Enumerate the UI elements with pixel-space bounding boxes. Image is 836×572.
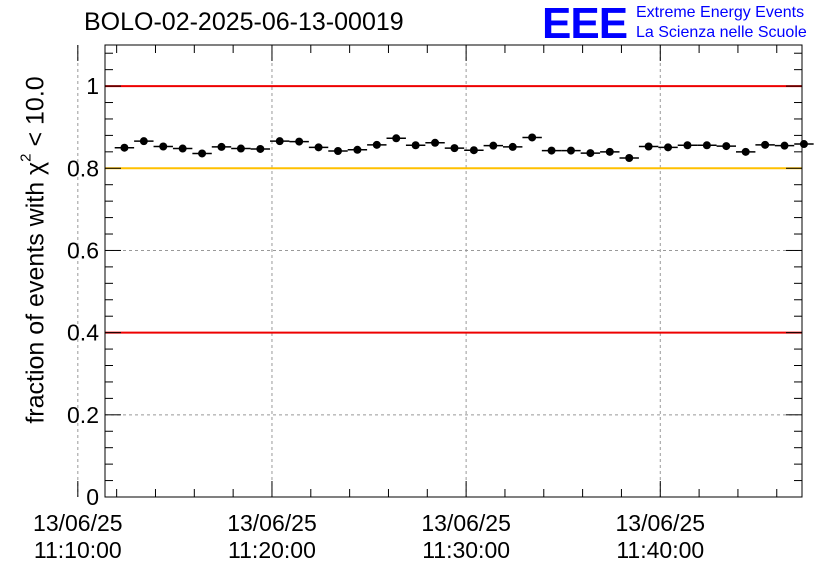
data-point: [625, 154, 634, 162]
y-axis-label-text: fraction of events with χ: [21, 161, 50, 424]
data-point: [741, 147, 750, 156]
data-point: [508, 142, 517, 151]
data-point: [799, 140, 808, 149]
data-point: [159, 142, 168, 151]
data-point: [664, 143, 673, 152]
eee-logo: EEE: [542, 0, 628, 48]
data-point: [120, 143, 129, 152]
data-point: [683, 141, 692, 150]
x-tick-time-label: 11:40:00: [616, 537, 704, 563]
data-point: [566, 146, 575, 155]
y-tick-label: 0: [86, 484, 99, 510]
data-point: [702, 141, 711, 150]
data-point: [372, 140, 381, 149]
y-tick-label: 0.2: [67, 402, 99, 428]
data-point: [198, 149, 207, 158]
x-tick-date-label: 13/06/25: [421, 510, 511, 536]
x-tick-date-label: 13/06/25: [33, 510, 123, 536]
y-tick-label: 0.6: [67, 237, 99, 263]
data-point: [236, 144, 245, 153]
data-point: [644, 142, 653, 151]
data-point: [217, 142, 226, 151]
data-point: [489, 141, 498, 150]
logo-line-1: Extreme Energy Events: [636, 4, 805, 21]
y-tick-label: 1: [86, 73, 99, 99]
logo-line-2: La Scienza nelle Scuole: [636, 24, 807, 41]
data-point: [469, 146, 478, 155]
y-tick-label: 0.4: [67, 320, 99, 346]
data-point: [256, 144, 265, 153]
data-point: [314, 143, 323, 152]
x-tick-date-label: 13/06/25: [616, 510, 706, 536]
data-point: [780, 141, 789, 150]
data-point: [411, 141, 420, 150]
data-point: [295, 137, 304, 146]
data-point: [178, 144, 187, 153]
x-tick-date-label: 13/06/25: [227, 510, 317, 536]
data-point: [547, 146, 556, 155]
x-tick-time-label: 11:10:00: [34, 537, 122, 563]
data-point: [139, 137, 148, 146]
data-point: [333, 147, 342, 156]
x-tick-time-label: 11:20:00: [228, 537, 316, 563]
data-point: [431, 138, 440, 147]
data-point: [450, 144, 459, 153]
data-point: [275, 137, 284, 146]
data-point: [761, 140, 770, 149]
y-axis-label-suffix: < 10.0: [21, 76, 50, 154]
x-tick-time-label: 11:30:00: [422, 537, 510, 563]
data-point: [722, 142, 731, 151]
data-point: [353, 145, 362, 154]
y-axis-label: fraction of events with χ2 < 10.0: [17, 76, 50, 424]
y-tick-label: 0.8: [67, 155, 99, 181]
data-point: [605, 147, 614, 156]
chart-title: BOLO-02-2025-06-13-00019: [84, 8, 404, 36]
y-axis-label-superscript: 2: [17, 153, 35, 162]
data-point: [392, 134, 401, 143]
data-point: [528, 133, 537, 142]
plot-frame: [104, 44, 803, 498]
data-point: [586, 149, 595, 158]
